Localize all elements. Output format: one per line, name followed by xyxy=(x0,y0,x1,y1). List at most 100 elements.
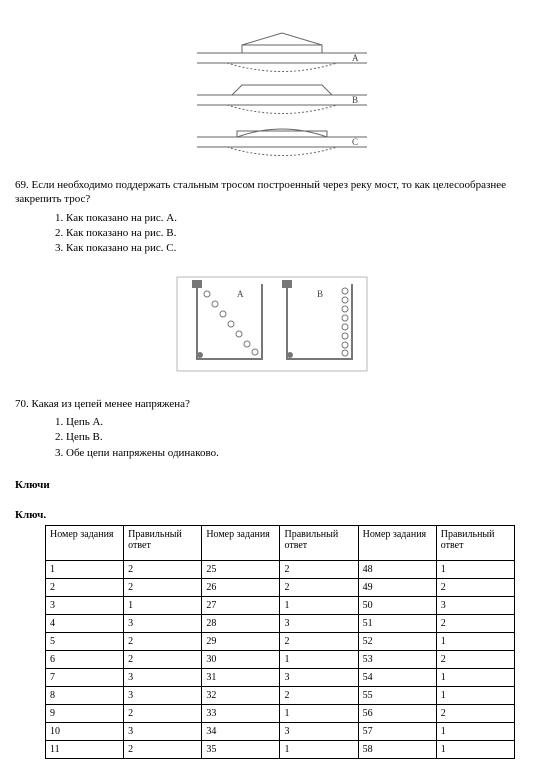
keys-heading-1: Ключи xyxy=(15,479,528,491)
table-cell: 5 xyxy=(46,633,124,651)
table-row: 43283512 xyxy=(46,615,515,633)
answers-tbody: 1225248122262492312715034328351252292521… xyxy=(46,561,515,759)
table-cell: 3 xyxy=(280,669,358,687)
figure-label-c: C xyxy=(352,137,358,147)
table-cell: 1 xyxy=(280,597,358,615)
table-cell: 2 xyxy=(280,687,358,705)
table-cell: 56 xyxy=(358,705,436,723)
figure2-label-b: B xyxy=(317,289,323,299)
question-69-text: 69. Если необходимо поддержать стальным … xyxy=(15,178,528,207)
table-cell: 29 xyxy=(202,633,280,651)
table-cell: 27 xyxy=(202,597,280,615)
table-cell: 26 xyxy=(202,579,280,597)
table-row: 83322551 xyxy=(46,687,515,705)
q69-option-3: 3. Как показано на рис. С. xyxy=(55,241,528,256)
table-cell: 1 xyxy=(436,633,514,651)
table-cell: 2 xyxy=(124,633,202,651)
table-cell: 2 xyxy=(124,705,202,723)
table-cell: 31 xyxy=(202,669,280,687)
table-cell: 3 xyxy=(280,615,358,633)
table-cell: 2 xyxy=(280,561,358,579)
table-cell: 50 xyxy=(358,597,436,615)
table-cell: 2 xyxy=(280,633,358,651)
table-cell: 10 xyxy=(46,723,124,741)
table-cell: 51 xyxy=(358,615,436,633)
table-cell: 1 xyxy=(280,651,358,669)
table-cell: 3 xyxy=(124,723,202,741)
table-cell: 2 xyxy=(124,561,202,579)
q70-option-1: 1. Цепь А. xyxy=(55,415,528,430)
table-header-row: Номер задания Правильный ответ Номер зад… xyxy=(46,526,515,561)
q69-option-1: 1. Как показано на рис. А. xyxy=(55,211,528,226)
table-cell: 2 xyxy=(280,579,358,597)
figure2-label-a: A xyxy=(237,289,244,299)
table-cell: 49 xyxy=(358,579,436,597)
figure-label-b: B xyxy=(352,95,358,105)
table-cell: 33 xyxy=(202,705,280,723)
table-cell: 28 xyxy=(202,615,280,633)
table-cell: 52 xyxy=(358,633,436,651)
col-header-num-1: Номер задания xyxy=(46,526,124,561)
q69-option-2: 2. Как показано на рис. В. xyxy=(55,226,528,241)
table-row: 12252481 xyxy=(46,561,515,579)
answers-table-wrap: Номер задания Правильный ответ Номер зад… xyxy=(45,525,528,759)
table-cell: 1 xyxy=(280,705,358,723)
table-cell: 57 xyxy=(358,723,436,741)
keys-heading-2: Ключ. xyxy=(15,509,528,521)
table-cell: 3 xyxy=(124,669,202,687)
table-cell: 25 xyxy=(202,561,280,579)
answers-table: Номер задания Правильный ответ Номер зад… xyxy=(45,525,515,759)
table-cell: 34 xyxy=(202,723,280,741)
table-row: 22262492 xyxy=(46,579,515,597)
table-cell: 1 xyxy=(436,687,514,705)
table-cell: 55 xyxy=(358,687,436,705)
question-70-text: 70. Какая из цепей менее напряжена? xyxy=(15,397,528,411)
question-69-options: 1. Как показано на рис. А. 2. Как показа… xyxy=(55,211,528,257)
table-cell: 54 xyxy=(358,669,436,687)
table-cell: 3 xyxy=(46,597,124,615)
table-cell: 1 xyxy=(436,669,514,687)
table-cell: 7 xyxy=(46,669,124,687)
table-cell: 6 xyxy=(46,651,124,669)
table-cell: 9 xyxy=(46,705,124,723)
figure-label-a: A xyxy=(352,53,359,63)
table-cell: 53 xyxy=(358,651,436,669)
col-header-ans-1: Правильный ответ xyxy=(124,526,202,561)
table-cell: 3 xyxy=(436,597,514,615)
q70-option-2: 2. Цепь В. xyxy=(55,430,528,445)
col-header-ans-3: Правильный ответ xyxy=(436,526,514,561)
table-cell: 8 xyxy=(46,687,124,705)
q70-option-3: 3. Обе цепи напряжены одинаково. xyxy=(55,446,528,461)
col-header-num-3: Номер задания xyxy=(358,526,436,561)
table-cell: 1 xyxy=(436,561,514,579)
figure-bridges: A B C xyxy=(15,25,528,163)
table-cell: 2 xyxy=(124,651,202,669)
table-cell: 1 xyxy=(124,597,202,615)
col-header-num-2: Номер задания xyxy=(202,526,280,561)
table-row: 62301532 xyxy=(46,651,515,669)
table-row: 31271503 xyxy=(46,597,515,615)
table-cell: 2 xyxy=(436,705,514,723)
table-cell: 3 xyxy=(280,723,358,741)
table-cell: 2 xyxy=(46,579,124,597)
table-cell: 2 xyxy=(436,579,514,597)
table-cell: 1 xyxy=(436,723,514,741)
table-cell: 48 xyxy=(358,561,436,579)
table-cell: 2 xyxy=(124,741,202,759)
table-cell: 1 xyxy=(436,741,514,759)
table-cell: 2 xyxy=(436,615,514,633)
table-cell: 2 xyxy=(436,651,514,669)
table-cell: 58 xyxy=(358,741,436,759)
table-cell: 1 xyxy=(46,561,124,579)
table-row: 92331562 xyxy=(46,705,515,723)
table-row: 112351581 xyxy=(46,741,515,759)
table-cell: 4 xyxy=(46,615,124,633)
question-70-options: 1. Цепь А. 2. Цепь В. 3. Обе цепи напряж… xyxy=(55,415,528,461)
table-row: 103343571 xyxy=(46,723,515,741)
table-cell: 32 xyxy=(202,687,280,705)
table-cell: 1 xyxy=(280,741,358,759)
table-cell: 2 xyxy=(124,579,202,597)
table-cell: 35 xyxy=(202,741,280,759)
col-header-ans-2: Правильный ответ xyxy=(280,526,358,561)
table-row: 73313541 xyxy=(46,669,515,687)
